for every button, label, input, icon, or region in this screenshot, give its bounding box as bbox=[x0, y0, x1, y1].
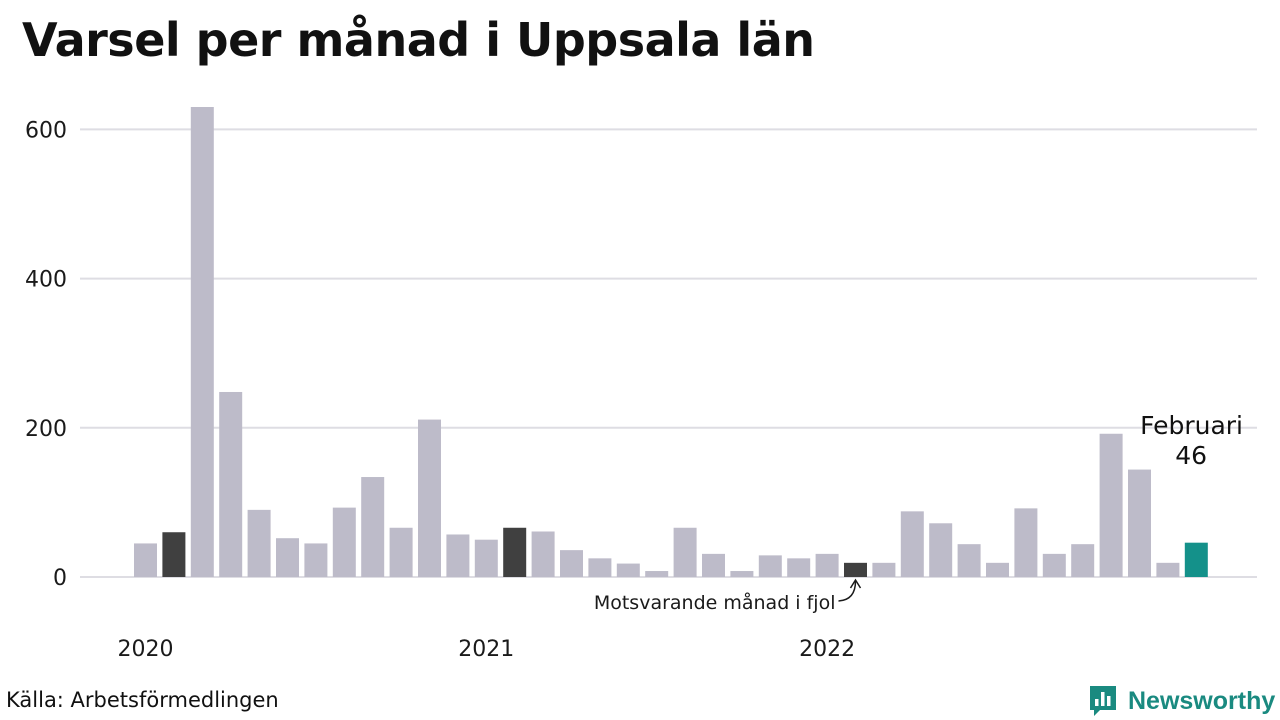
bar-2020-04 bbox=[219, 391, 243, 577]
bar-2022-08 bbox=[1014, 508, 1038, 577]
y-axis-tick-labels: 0 200 400 600 bbox=[25, 118, 67, 591]
bar-2021-05 bbox=[588, 558, 612, 577]
bar-chart-speech-bubble-icon bbox=[1090, 686, 1116, 716]
bar-2022-05 bbox=[929, 523, 953, 577]
bar-2022-11 bbox=[1099, 433, 1123, 577]
bar-2020-07 bbox=[304, 543, 328, 577]
x-year-label: 2021 bbox=[458, 637, 514, 662]
bar-2022-09 bbox=[1042, 553, 1066, 577]
bar-2021-01 bbox=[474, 539, 498, 577]
y-tick-label: 600 bbox=[25, 118, 67, 143]
bar-2022-01 bbox=[815, 553, 839, 577]
bar-2020-05 bbox=[247, 509, 271, 577]
bars bbox=[134, 107, 1208, 577]
bar-2022-10 bbox=[1071, 544, 1095, 577]
y-tick-label: 200 bbox=[25, 417, 67, 442]
y-tick-label: 400 bbox=[25, 268, 67, 293]
y-tick-label: 0 bbox=[53, 566, 67, 591]
comparison-annotation: Motsvarande månad i fjol bbox=[594, 578, 862, 614]
bar-2021-03 bbox=[531, 531, 555, 577]
bar-2021-06 bbox=[616, 563, 640, 577]
bar-2022-07 bbox=[986, 562, 1009, 577]
source-note: Källa: Arbetsförmedlingen bbox=[6, 688, 279, 712]
brand-logo[interactable]: Newsworthy bbox=[1088, 684, 1275, 718]
bar-2021-11 bbox=[758, 555, 782, 577]
bar-2020-09 bbox=[361, 477, 385, 577]
chart-title: Varsel per månad i Uppsala län bbox=[22, 13, 815, 67]
x-year-label: 2020 bbox=[118, 637, 174, 662]
bar-2021-09 bbox=[702, 553, 725, 577]
bar-2020-03 bbox=[190, 107, 214, 577]
bar-2020-11 bbox=[418, 419, 441, 577]
bar-2022-12 bbox=[1128, 469, 1151, 577]
x-axis-year-labels: 2020 2021 2022 bbox=[118, 637, 856, 662]
callout-month: Februari bbox=[1140, 411, 1243, 440]
bar-2020-08 bbox=[332, 507, 356, 577]
brand-name: Newsworthy bbox=[1128, 686, 1276, 715]
bar-2020-12 bbox=[446, 534, 470, 577]
bar-2021-12 bbox=[787, 558, 811, 577]
bar-chart: 0 200 400 600 2020 2021 2022 Motsvarande måna… bbox=[25, 107, 1257, 662]
callout-value: 46 bbox=[1175, 441, 1207, 470]
bar-2021-02 bbox=[503, 527, 527, 577]
bar-2023-01 bbox=[1156, 562, 1180, 577]
bar-2020-10 bbox=[389, 527, 413, 577]
bar-2021-04 bbox=[560, 550, 583, 577]
bar-2021-10 bbox=[730, 571, 754, 577]
bar-2022-03 bbox=[872, 562, 896, 577]
bar-2021-08 bbox=[673, 527, 697, 577]
bar-2023-02 bbox=[1184, 542, 1208, 577]
x-year-label: 2022 bbox=[799, 637, 855, 662]
bar-2021-07 bbox=[645, 571, 669, 577]
bar-2020-01 bbox=[134, 543, 157, 577]
bar-2022-06 bbox=[957, 544, 981, 577]
annotation-arrowhead bbox=[849, 578, 862, 589]
bar-2020-02 bbox=[162, 532, 186, 577]
annotation-text: Motsvarande månad i fjol bbox=[594, 591, 836, 614]
bar-2020-06 bbox=[276, 538, 299, 577]
annotation-arrow bbox=[838, 580, 857, 602]
bar-2022-04 bbox=[900, 511, 924, 577]
bar-2022-02 bbox=[844, 562, 867, 577]
